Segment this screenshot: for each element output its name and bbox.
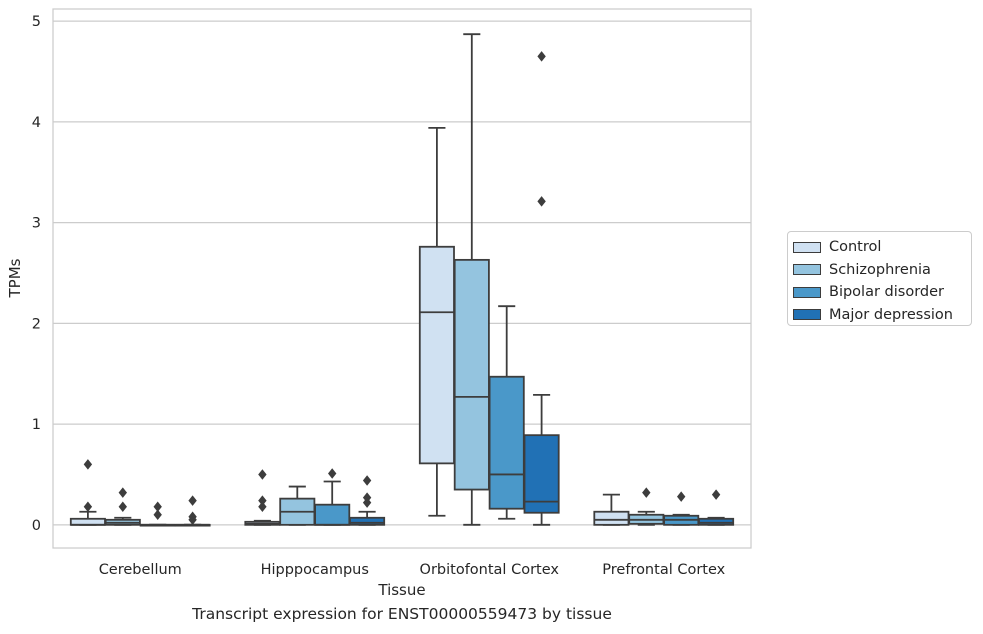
y-tick-label: 4 xyxy=(32,115,41,131)
box-group xyxy=(174,495,211,527)
box xyxy=(349,516,386,526)
box xyxy=(69,517,106,526)
box xyxy=(488,375,525,510)
box-group xyxy=(314,468,351,526)
x-tick-label: Orbitofontal Cortex xyxy=(420,562,560,578)
gridlines xyxy=(53,20,751,526)
outlier-point xyxy=(153,509,162,521)
legend: Control Schizophrenia Bipolar disorder Majo… xyxy=(787,231,972,326)
legend-swatch xyxy=(793,309,821,321)
x-tick-labels: Cerebellum Hipppocampus Orbitofontal Corte… xyxy=(99,562,726,578)
legend-label: Schizophrenia xyxy=(829,261,931,278)
box-group xyxy=(104,487,141,526)
outlier-point xyxy=(118,487,127,498)
y-tick-label: 5 xyxy=(32,14,41,30)
x-axis-label: Tissue xyxy=(377,581,425,599)
y-tick-labels: 0 1 2 3 4 5 xyxy=(32,14,41,534)
x-tick-label: Cerebellum xyxy=(99,562,182,578)
box-group xyxy=(418,126,455,517)
box-group xyxy=(69,459,106,526)
box-group xyxy=(139,501,176,527)
box xyxy=(418,245,455,465)
y-tick-label: 3 xyxy=(32,216,41,232)
outlier-point xyxy=(362,492,372,503)
legend-item: Control xyxy=(792,236,971,259)
outlier-point xyxy=(118,501,127,512)
box-group xyxy=(628,487,665,526)
legend-item: Schizophrenia xyxy=(792,259,971,282)
outlier-point xyxy=(642,487,651,498)
x-tick-label: Hipppocampus xyxy=(261,562,369,578)
outlier-point xyxy=(258,495,267,506)
outlier-point xyxy=(258,469,267,480)
y-tick-label: 2 xyxy=(32,316,41,332)
outlier-point xyxy=(362,475,372,486)
outlier-point xyxy=(83,501,93,512)
box xyxy=(314,503,351,526)
box xyxy=(698,517,735,526)
legend-label: Major depression xyxy=(829,306,953,323)
outlier-point xyxy=(328,468,337,479)
box-group xyxy=(279,485,316,526)
legend-item: Bipolar disorder xyxy=(792,281,971,304)
legend-swatch xyxy=(793,241,821,253)
box-series xyxy=(69,33,735,527)
box xyxy=(453,258,490,491)
outlier-point xyxy=(258,501,267,512)
legend-item: Major depression xyxy=(792,304,971,327)
outlier-point xyxy=(188,495,197,506)
plot-frame xyxy=(52,8,752,549)
box-group xyxy=(349,475,386,526)
legend-swatch xyxy=(793,286,821,298)
box-group xyxy=(453,33,490,526)
box xyxy=(593,510,630,526)
y-axis-label: TPMs xyxy=(6,258,24,298)
legend-label: Bipolar disorder xyxy=(829,284,944,301)
box-group xyxy=(244,469,281,526)
outlier-point xyxy=(537,51,546,62)
box-group xyxy=(523,51,560,526)
box-group xyxy=(488,305,525,520)
chart-caption: Transcript expression for ENST0000055947… xyxy=(192,605,612,623)
x-tick-label: Prefrontal Cortex xyxy=(602,562,725,578)
legend-swatch xyxy=(793,264,821,276)
box-group xyxy=(663,491,700,526)
box-group xyxy=(698,489,735,526)
y-tick-label: 0 xyxy=(32,518,41,534)
box xyxy=(523,434,560,514)
outlier-point xyxy=(537,196,546,207)
outlier-point xyxy=(711,489,721,500)
box-group xyxy=(593,493,630,526)
outlier-point xyxy=(677,491,686,502)
legend-label: Control xyxy=(829,239,882,256)
y-tick-label: 1 xyxy=(32,417,41,433)
outlier-point xyxy=(83,459,93,470)
outlier-point xyxy=(188,511,197,523)
outlier-point xyxy=(153,501,162,512)
